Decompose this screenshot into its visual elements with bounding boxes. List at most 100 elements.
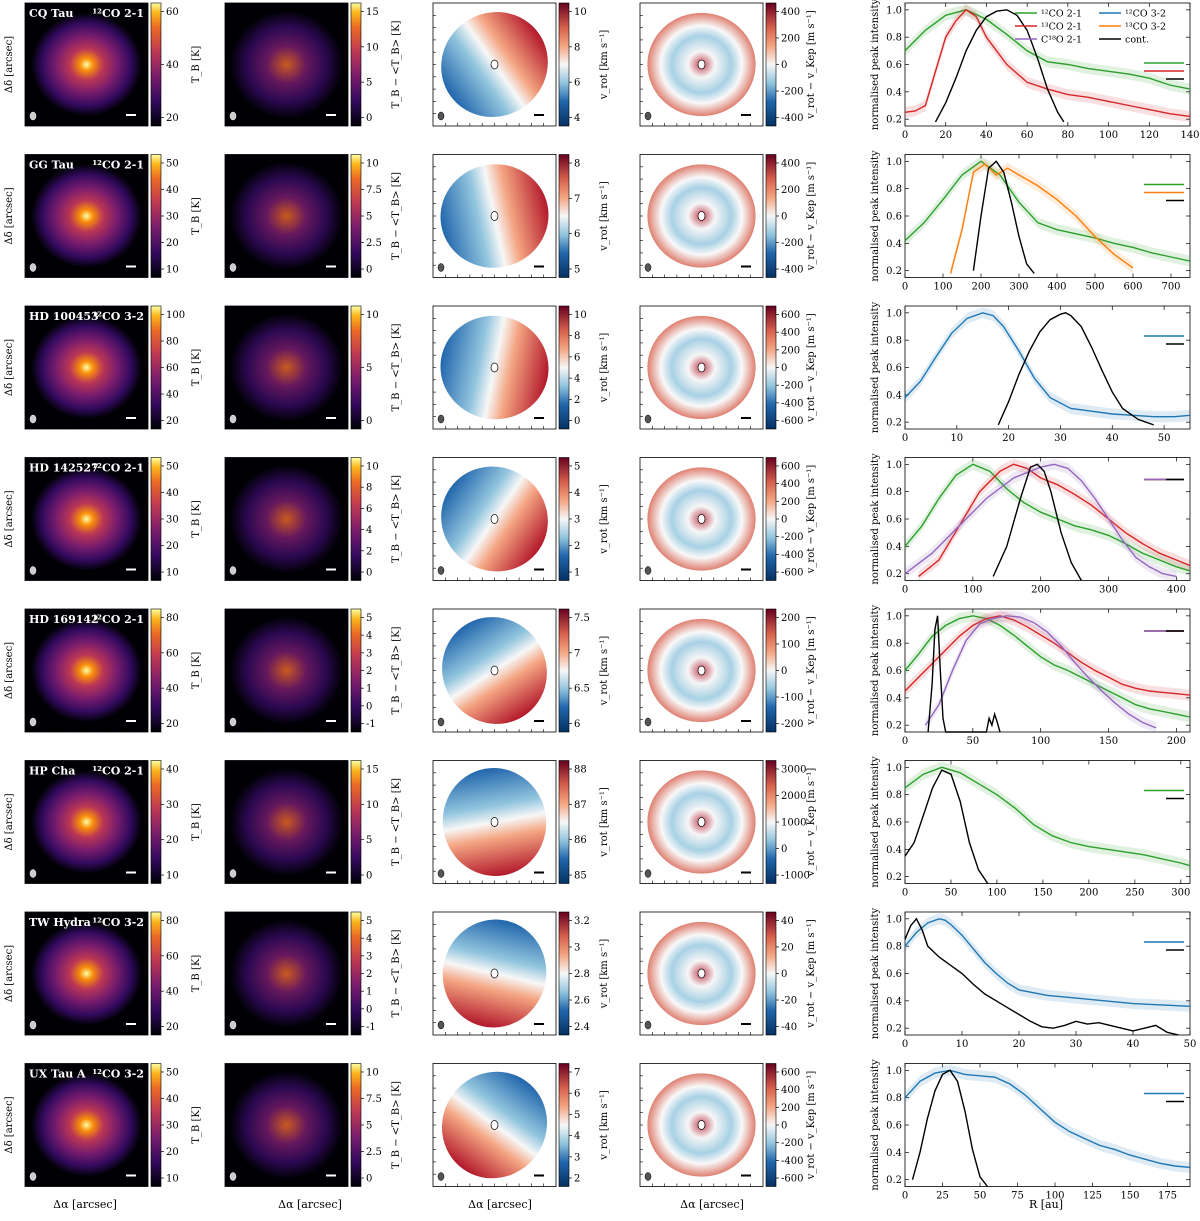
colorbar-tb-tick-label: 30 [166,212,179,223]
colorbar-residual-tick-label: 6 [366,504,372,515]
colorbar-tb-label: T_B [K] [191,1106,202,1144]
xlabel-col4: Δα [arcsec] [680,1198,744,1211]
beam-ellipse [437,717,445,727]
colorbar-residual [350,457,362,581]
profile-series-line [972,160,1035,274]
residual-structure [229,464,344,574]
profile-xtick-label: 600 [1123,282,1142,293]
profile-ytick-label: 0.8 [886,942,902,953]
legend-label: ¹²CO 3-2 [1125,9,1166,20]
colorbar-tb-tick-label: 30 [166,1121,179,1132]
profile-xtick-label: 10 [950,433,963,444]
profile-ytick-label: 1.0 [886,763,902,774]
beam-ellipse [29,717,37,727]
profile-ytick-label: 0.2 [886,1175,902,1186]
colorbar-vres [765,457,777,581]
profile-xtick-label: 175 [1158,1191,1177,1202]
colorbar-vrot-tick-label: 87 [574,800,587,811]
legend-label: ¹²CO 2-1 [1041,9,1082,20]
colorbar-tb-tick-label: 10 [166,871,179,882]
beam-ellipse [229,566,237,575]
colorbar-vrot-tick-label: 2 [574,541,580,552]
colorbar-vres-tick-label: 40 [781,916,794,927]
colorbar-tb-tick-label: 40 [166,764,179,775]
colorbar-residual [350,760,362,884]
beam-ellipse [29,111,37,121]
beam-ellipse [229,263,237,272]
colorbar-vres [765,760,777,884]
colorbar-residual-tick-label: 0 [366,701,372,712]
profile-xtick-label: 150 [1033,888,1052,899]
colorbar-tb-label: T_B [K] [191,349,202,387]
colorbar-residual-tick-label: -1 [366,1022,376,1033]
central-mask [490,211,499,221]
beam-ellipse [644,566,652,575]
colorbar-vrot-tick-label: 2 [574,395,580,406]
profile-xtick-label: 100 [963,585,982,596]
profile-ylabel: normalised peak intensity [870,0,881,130]
colorbar-vrot [558,911,570,1036]
colorbar-vres-tick-label: -20 [781,996,797,1007]
colorbar-residual-tick-label: 1 [366,684,372,695]
profile-xtick-label: 200 [1079,888,1098,899]
profile-xtick-label: 0 [902,282,908,293]
colorbar-tb-tick-label: 60 [166,648,179,659]
colorbar-vres-tick-label: 600 [781,1067,800,1078]
profile-ytick-label: 0.2 [886,418,902,429]
colorbar-residual-tick-label: 0 [366,1174,372,1185]
colorbar-vres-tick-label: -400 [781,1156,803,1167]
colorbar-residual-tick-label: 10 [366,1067,379,1078]
colorbar-vrot-tick-label: 6 [574,1089,580,1100]
beam-ellipse [644,869,652,878]
colorbar-tb-tick-label: 80 [166,916,179,927]
colorbar-vres-label: v_rot − v_Kep [m s⁻¹] [806,162,817,272]
colorbar-vrot-tick-label: 0 [574,416,580,427]
profile-ylabel: normalised peak intensity [870,302,881,434]
profile-ylabel: normalised peak intensity [870,453,881,585]
colorbar-tb [150,457,162,581]
colorbar-vres [765,608,777,733]
colorbar-tb-tick-label: 20 [166,835,179,846]
colorbar-tb-tick-label: 60 [166,951,179,962]
colorbar-residual-tick-label: 10 [366,310,379,321]
colorbar-tb [150,305,162,430]
colorbar-vres-tick-label: 2000 [781,791,806,802]
colorbar-residual-label: T_B − <T_B> [K] [391,323,402,411]
colorbar-vres-tick-label: -200 [781,381,803,392]
source-name: HD 169142 [29,613,99,626]
profile-series-line [904,463,1177,578]
beam-ellipse [437,111,445,121]
profile-xtick-label: 40 [1106,433,1119,444]
profile-ylabel: normalised peak intensity [870,605,881,737]
profile-series-line [904,8,1191,118]
colorbar-vrot-tick-label: 5 [574,461,580,472]
colorbar-vres-tick-label: 20 [781,942,794,953]
legend-label: cont. [1125,35,1149,46]
colorbar-vres-tick-label: -400 [781,550,803,561]
central-mask [697,665,706,676]
profile-xtick-label: 200 [971,282,990,293]
colorbar-tb-tick-label: 10 [166,1174,179,1185]
colorbar-tb-tick-label: 50 [166,461,179,472]
source-name: HP Cha [29,765,75,778]
colorbar-vres-tick-label: -400 [781,398,803,409]
disk-emission [31,164,142,268]
colorbar-vres-tick-label: 600 [781,461,800,472]
residual-structure [229,767,344,877]
profile-uncertainty-band [905,761,1190,872]
beam-ellipse [229,869,237,878]
colorbar-tb-tick-label: 20 [166,113,179,124]
profile-xtick-label: 300 [1009,282,1028,293]
profile-xtick-label: 100 [933,282,952,293]
profile-ytick-label: 0.6 [886,666,902,677]
colorbar-vres-tick-label: 0 [781,844,787,855]
beam-ellipse [644,1172,652,1181]
profile-xtick-label: 0 [902,1191,908,1202]
central-mask [697,968,706,979]
colorbar-residual-label: T_B − <T_B> [K] [391,778,402,866]
profile-ytick-label: 0.8 [886,639,902,650]
colorbar-vres [765,2,777,127]
